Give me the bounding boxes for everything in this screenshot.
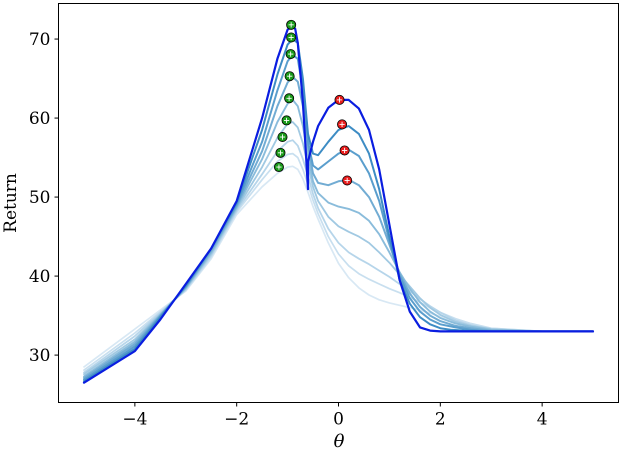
y-tick-label: 50 (29, 188, 51, 208)
red-marker (342, 175, 353, 186)
green-marker (281, 115, 292, 126)
plot-area (58, 3, 619, 403)
series-layer (82, 25, 595, 384)
x-tick-label: 0 (333, 410, 344, 430)
green-marker (277, 132, 288, 143)
x-axis: −4 −2 0 2 4 (122, 402, 548, 430)
y-axis: 30 40 50 60 70 (29, 30, 59, 366)
green-marker (285, 49, 296, 60)
red-marker (337, 119, 348, 130)
x-tick-label: −4 (122, 410, 147, 430)
green-marker (284, 71, 295, 82)
green-marker (286, 32, 297, 43)
series-line-5 (83, 98, 594, 378)
series-line-1 (82, 25, 595, 384)
series-line-9 (83, 165, 594, 368)
series-line-6 (83, 121, 594, 375)
y-tick-label: 40 (29, 267, 51, 287)
y-axis-label: Return (1, 173, 21, 233)
x-tick-label: 2 (435, 410, 446, 430)
y-tick-label: 60 (29, 109, 51, 129)
x-tick-label: −2 (224, 410, 249, 430)
y-tick-label: 30 (29, 346, 51, 366)
series-line-7 (83, 139, 594, 374)
series-line-4 (83, 76, 594, 379)
series-line-2 (83, 38, 594, 383)
marker-layer (273, 19, 353, 186)
red-marker (334, 94, 345, 105)
green-marker (273, 162, 284, 173)
series-line-3 (83, 53, 594, 381)
green-marker (284, 93, 295, 104)
x-axis-label: θ (334, 431, 345, 452)
y-tick-label: 70 (29, 30, 51, 50)
red-marker (339, 145, 350, 156)
x-tick-label: 4 (537, 410, 548, 430)
green-marker (275, 147, 286, 158)
green-marker (286, 19, 297, 30)
